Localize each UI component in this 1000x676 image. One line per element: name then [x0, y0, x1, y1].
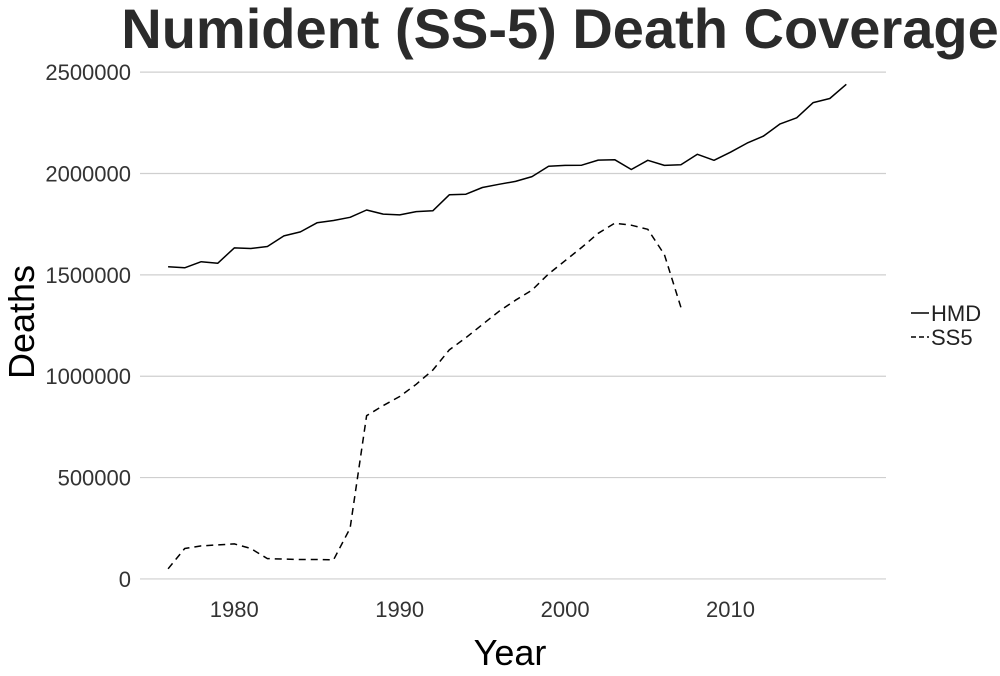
gridlines [140, 71, 886, 580]
x-tick-label: 2000 [541, 597, 590, 622]
y-axis-tick-labels: 0 500000 1000000 1500000 2000000 2500000 [45, 60, 131, 592]
y-tick-label: 500000 [58, 466, 131, 491]
y-tick-label: 1000000 [45, 364, 131, 389]
y-tick-label: 2500000 [45, 60, 131, 85]
x-tick-label: 2010 [706, 597, 755, 622]
legend-label-hmd: HMD [931, 301, 981, 326]
x-tick-label: 1980 [210, 597, 259, 622]
chart-title: Numident (SS-5) Death Coverage [121, 0, 999, 60]
y-tick-label: 0 [119, 567, 131, 592]
x-axis-tick-labels: 1980 1990 2000 2010 [210, 597, 755, 622]
series-line-hmd [168, 83, 847, 269]
series-lines [167, 83, 847, 570]
series-line-ss5 [167, 222, 682, 570]
y-tick-label: 2000000 [45, 162, 131, 187]
x-axis-title: Year [474, 632, 547, 673]
x-tick-label: 1990 [375, 597, 424, 622]
y-axis-title: Deaths [1, 265, 42, 379]
y-tick-label: 1500000 [45, 263, 131, 288]
legend-label-ss5: SS5 [931, 325, 973, 350]
